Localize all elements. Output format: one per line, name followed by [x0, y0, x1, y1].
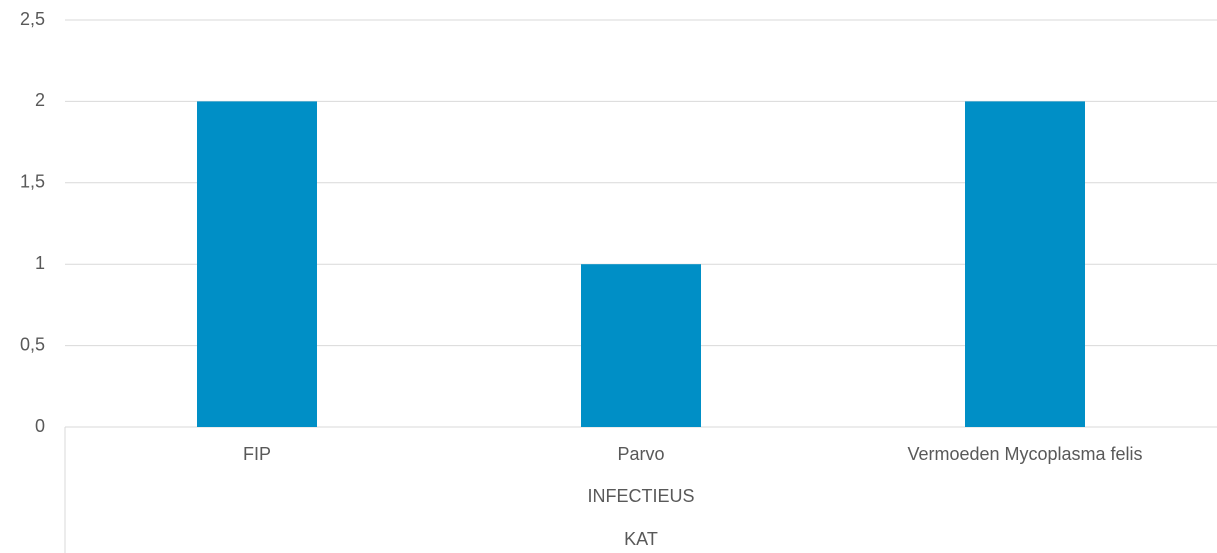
bar: [581, 264, 701, 427]
x-tick-label: Parvo: [617, 444, 664, 464]
y-tick-label: 0: [35, 416, 45, 436]
x-group-label: KAT: [624, 529, 658, 549]
bar: [197, 101, 317, 428]
y-tick-label: 1: [35, 253, 45, 273]
y-tick-label: 2,5: [20, 9, 45, 29]
x-tick-label: FIP: [243, 444, 271, 464]
y-tick-label: 2: [35, 90, 45, 110]
x-tick-label: Vermoeden Mycoplasma felis: [907, 444, 1142, 464]
y-tick-label: 1,5: [20, 172, 45, 192]
bar: [965, 101, 1085, 428]
y-tick-label: 0,5: [20, 334, 45, 354]
x-group-label: INFECTIEUS: [587, 486, 694, 506]
